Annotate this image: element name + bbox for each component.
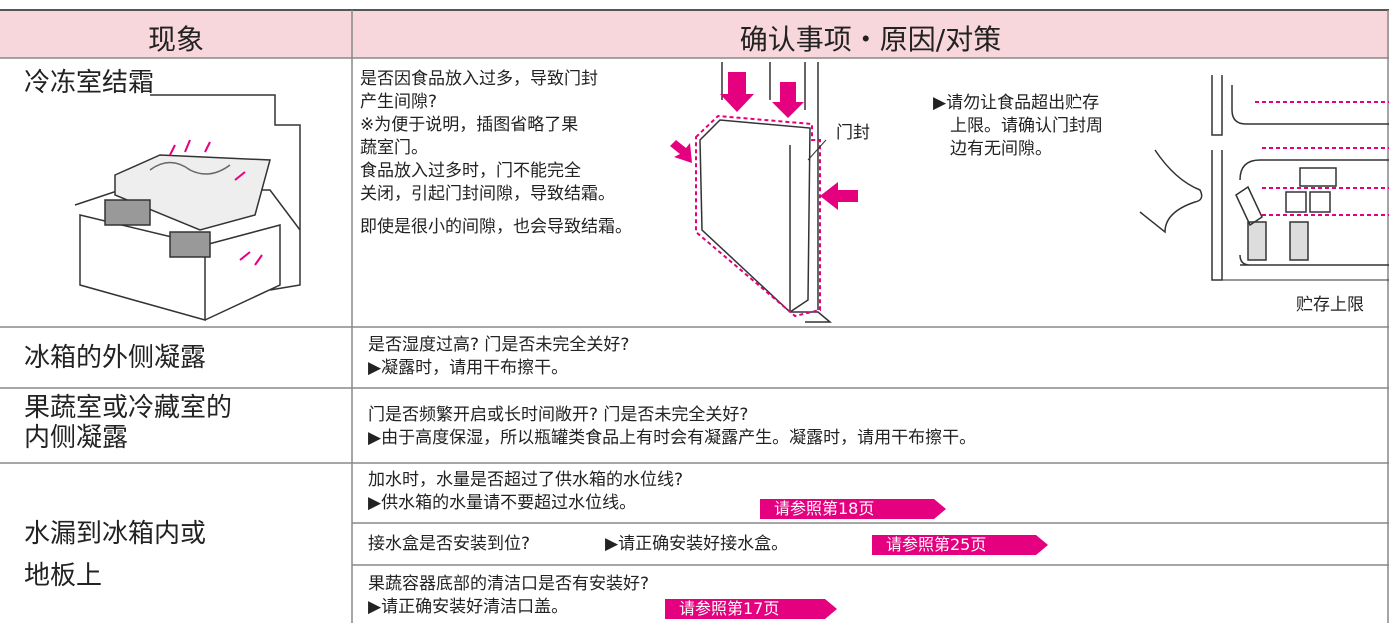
text-line: 果蔬容器底部的清洁口是否有安装好? [368, 574, 650, 594]
advice-block: ▶请勿让食品超出贮存 上限。请确认门封周 边有无间隙。 [933, 92, 1103, 161]
text-line: 上限。请确认门封周 [950, 116, 1103, 136]
text-block: 门是否频繁开启或长时间敞开? 门是否未完全关好? ▶由于高度保湿，所以瓶罐类食品… [368, 404, 976, 450]
text-line: ▶请正确安装好接水盒。 [605, 534, 789, 554]
text-line: 接水盒是否安装到位? [368, 534, 531, 554]
text-block: 是否湿度过高? 门是否未完全关好? ▶凝露时，请用干布擦干。 [368, 334, 629, 380]
phenomenon: 冷冻室结霜 [24, 68, 155, 98]
text-line: ▶供水箱的水量请不要超过水位线。 [368, 493, 637, 513]
text-line: ※为便于说明，插图省略了果 [360, 115, 579, 135]
text-line: 加水时，水量是否超过了供水箱的水位线? [368, 470, 684, 490]
text-line: 是否湿度过高? 门是否未完全关好? [368, 335, 630, 355]
text-line: 产生间隙? [360, 92, 438, 112]
text-block: 果蔬容器底部的清洁口是否有安装好? ▶请正确安装好清洁口盖。 [368, 573, 649, 619]
limit-label: 贮存上限 [1296, 295, 1364, 315]
phenomenon: 果蔬室或冷藏室的 内侧凝露 [24, 393, 232, 453]
text-line: 即使是很小的间隙，也会导致结霜。 [360, 217, 632, 237]
text-line: 水漏到冰箱内或 [24, 519, 207, 549]
header-cell: 确认事项・原因/对策 [739, 23, 1002, 56]
door-label: 门封 [836, 123, 870, 143]
text-line: 蔬室门。 [360, 138, 428, 158]
text-line: ▶由于高度保湿，所以瓶罐类食品上有时会有凝露产生。凝露时，请用干布擦干。 [368, 428, 977, 448]
phenomenon: 水漏到冰箱内或 地板上 [24, 513, 206, 597]
door-illustration [699, 62, 833, 323]
text-line: 关闭，引起门封间隙，导致结霜。 [360, 184, 615, 204]
page-link[interactable]: 请参照第25页 [872, 535, 1048, 555]
page-link[interactable]: 请参照第18页 [760, 499, 946, 519]
text-line: 内侧凝露 [24, 423, 129, 453]
text-line: ▶请正确安装好清洁口盖。 [368, 597, 569, 617]
page-link[interactable]: 请参照第17页 [665, 599, 837, 619]
text-line: 门是否频繁开启或长时间敞开? 门是否未完全关好? [368, 405, 749, 425]
text-line: 果蔬室或冷藏室的 [24, 393, 233, 423]
text-line: ▶请勿让食品超出贮存 [933, 93, 1100, 113]
header-cell: 现象 [147, 23, 204, 56]
text-line: ▶凝露时，请用干布擦干。 [368, 358, 569, 378]
drawer-illustration [74, 94, 301, 321]
phenomenon: 冰箱的外侧凝露 [24, 343, 207, 373]
text-block: 加水时，水量是否超过了供水箱的水位线? ▶供水箱的水量请不要超过水位线。 [368, 469, 683, 515]
text-block: 是否因食品放入过多，导致门封 产生间隙? ※为便于说明，插图省略了果 蔬室门。 … [360, 68, 632, 239]
text-line: 边有无间隙。 [950, 139, 1052, 159]
text-line: 是否因食品放入过多，导致门封 [360, 69, 598, 89]
text-line: 食品放入过多时，门不能完全 [360, 161, 581, 181]
text-line: 地板上 [24, 561, 103, 591]
shelf-illustration [1139, 75, 1389, 281]
